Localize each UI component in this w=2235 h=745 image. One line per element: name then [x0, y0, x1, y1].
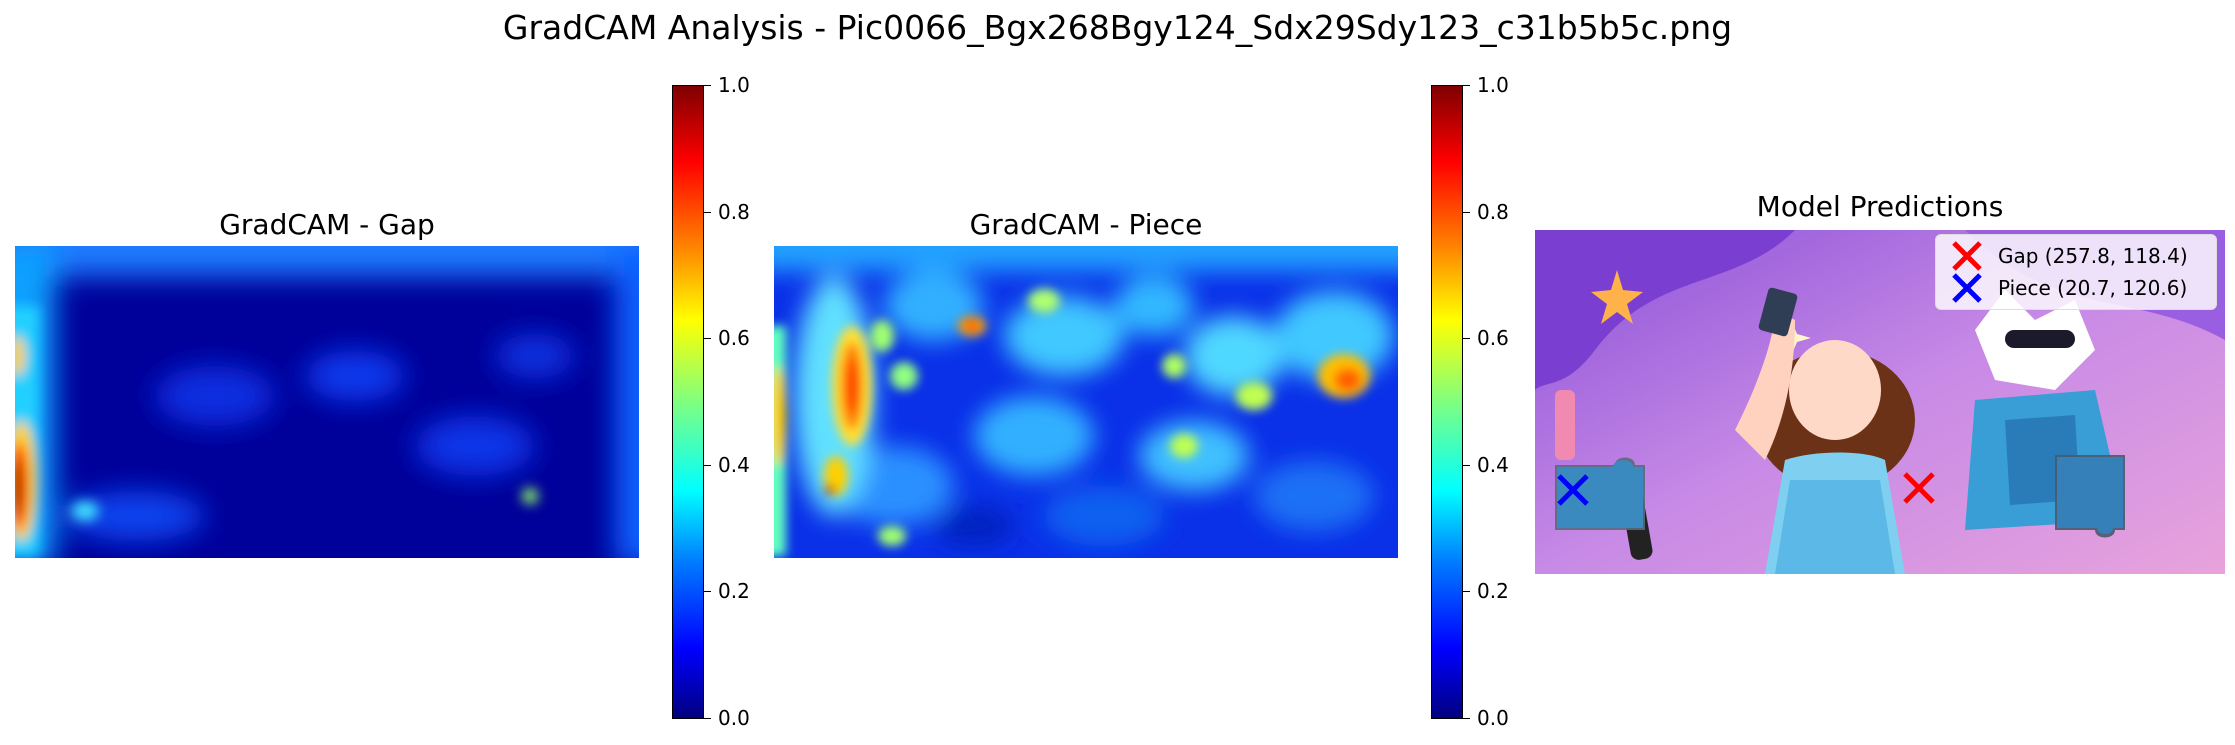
- gap-marker: [1903, 472, 1935, 504]
- piece-cbar-tick-label: 0.4: [1477, 453, 1509, 477]
- gap-cbar-tick-label: 0.6: [718, 326, 750, 350]
- gap-colorbar: [672, 85, 704, 719]
- piece-cbar-tickmark: [1463, 718, 1470, 719]
- piece-colorbar: [1431, 85, 1463, 719]
- piece-cbar-tick-label: 0.6: [1477, 326, 1509, 350]
- piece-cbar-tick-label: 0.0: [1477, 706, 1509, 730]
- gap-cbar-tickmark: [704, 212, 711, 213]
- piece-cbar-tick-label: 0.8: [1477, 200, 1509, 224]
- legend-label-gap: Gap (257.8, 118.4): [1998, 244, 2188, 268]
- prediction-markers: [1557, 472, 1935, 506]
- gap-cbar-tick-label: 0.2: [718, 579, 750, 603]
- gap-heatmap: [15, 246, 639, 558]
- gap-cbar-tickmark: [704, 718, 711, 719]
- legend-label-piece: Piece (20.7, 120.6): [1998, 276, 2188, 300]
- red-x-marker-icon: [1952, 241, 1982, 271]
- gap-cbar-tickmark: [704, 591, 711, 592]
- piece-cbar-tickmark: [1463, 591, 1470, 592]
- piece-marker: [1557, 474, 1589, 506]
- gap-cbar-tickmark: [704, 85, 711, 86]
- piece-heatmap-title: GradCAM - Piece: [969, 208, 1203, 241]
- gap-cbar-tickmark: [704, 465, 711, 466]
- piece-cbar-tickmark: [1463, 212, 1470, 213]
- gap-cbar-tick-label: 0.4: [718, 453, 750, 477]
- piece-cbar-tick-label: 1.0: [1477, 73, 1509, 97]
- piece-cbar-tickmark: [1463, 465, 1470, 466]
- gap-cbar-tick-label: 0.8: [718, 200, 750, 224]
- predictions-title: Model Predictions: [1756, 190, 2004, 223]
- figure-title: GradCAM Analysis - Pic0066_Bgx268Bgy124_…: [502, 8, 1733, 47]
- piece-cbar-tickmark: [1463, 338, 1470, 339]
- piece-heatmap: [774, 246, 1398, 558]
- predictions-legend: Gap (257.8, 118.4) Piece (20.7, 120.6): [1935, 234, 2217, 310]
- piece-cbar-tickmark: [1463, 85, 1470, 86]
- legend-item-gap: Gap (257.8, 118.4): [1950, 239, 2188, 273]
- blue-x-marker-icon: [1952, 273, 1982, 303]
- gap-cbar-tick-label: 0.0: [718, 706, 750, 730]
- piece-cbar-tick-label: 0.2: [1477, 579, 1509, 603]
- gap-cbar-tick-label: 1.0: [718, 73, 750, 97]
- legend-item-piece: Piece (20.7, 120.6): [1950, 271, 2187, 305]
- gap-cbar-tickmark: [704, 338, 711, 339]
- gap-heatmap-title: GradCAM - Gap: [219, 208, 435, 241]
